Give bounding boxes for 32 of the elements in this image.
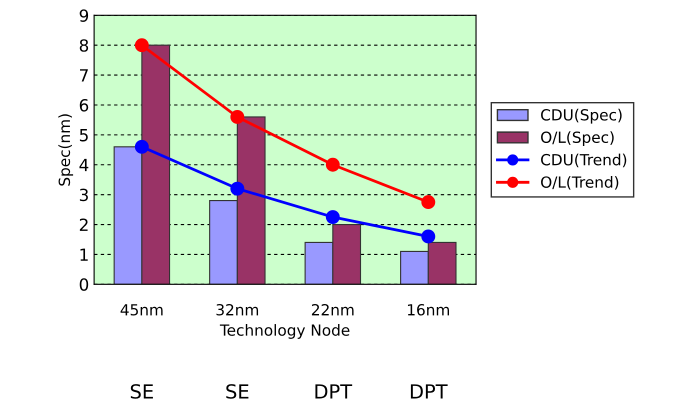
y-tick-label: 2 xyxy=(80,218,88,231)
point xyxy=(134,38,149,52)
legend-label: CDU(Spec) xyxy=(541,108,622,124)
x-tick-label: 22nm xyxy=(312,304,354,316)
text: DPT xyxy=(410,384,448,399)
point xyxy=(326,210,340,224)
point xyxy=(421,230,436,244)
point xyxy=(421,195,436,210)
y-axis-title: Spec(nm) xyxy=(58,114,74,186)
legend-label: O/L(Trend) xyxy=(541,176,618,190)
x-tick-label: 16nm xyxy=(408,304,449,316)
legend-label: O/L(Spec) xyxy=(541,131,614,146)
y-tick-label: 8 xyxy=(80,39,88,52)
y-tick-label: 7 xyxy=(80,69,88,82)
y-tick-label: 6 xyxy=(80,98,88,112)
x-tick-label: 45nm xyxy=(120,304,163,316)
x-axis-title: Technology Node xyxy=(220,324,350,339)
point xyxy=(230,182,244,196)
text: DPT xyxy=(315,384,352,399)
x-tick-label: 32nm xyxy=(216,304,258,316)
point xyxy=(230,110,244,124)
point xyxy=(134,140,149,154)
y-tick-label: 1 xyxy=(80,248,88,261)
point xyxy=(326,158,340,172)
text: SE xyxy=(226,384,248,399)
legend-label: CDU(Trend) xyxy=(541,154,626,168)
y-tick-label: 5 xyxy=(80,129,88,142)
y-tick-label: 4 xyxy=(79,158,88,172)
y-tick-label: 9 xyxy=(80,9,88,22)
text: SE xyxy=(130,384,153,399)
y-tick-label: 3 xyxy=(80,188,88,202)
y-tick-label: 0 xyxy=(80,278,88,291)
